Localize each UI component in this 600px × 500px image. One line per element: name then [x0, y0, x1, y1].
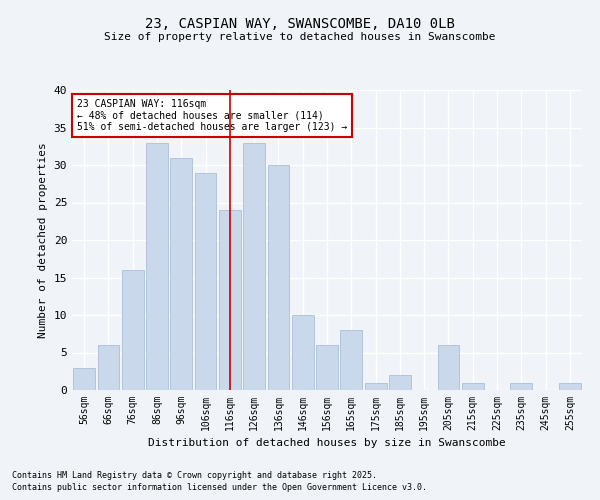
Bar — [511, 382, 532, 390]
Text: 23, CASPIAN WAY, SWANSCOMBE, DA10 0LB: 23, CASPIAN WAY, SWANSCOMBE, DA10 0LB — [145, 18, 455, 32]
Bar — [268, 165, 289, 390]
Text: 23 CASPIAN WAY: 116sqm
← 48% of detached houses are smaller (114)
51% of semi-de: 23 CASPIAN WAY: 116sqm ← 48% of detached… — [77, 99, 347, 132]
Bar — [437, 345, 460, 390]
X-axis label: Distribution of detached houses by size in Swanscombe: Distribution of detached houses by size … — [148, 438, 506, 448]
Bar — [97, 345, 119, 390]
Bar — [389, 375, 411, 390]
Bar — [73, 368, 95, 390]
Y-axis label: Number of detached properties: Number of detached properties — [38, 142, 48, 338]
Bar — [462, 382, 484, 390]
Text: Size of property relative to detached houses in Swanscombe: Size of property relative to detached ho… — [104, 32, 496, 42]
Bar — [170, 158, 192, 390]
Text: Contains public sector information licensed under the Open Government Licence v3: Contains public sector information licen… — [12, 483, 427, 492]
Bar — [122, 270, 143, 390]
Bar — [316, 345, 338, 390]
Bar — [365, 382, 386, 390]
Text: Contains HM Land Registry data © Crown copyright and database right 2025.: Contains HM Land Registry data © Crown c… — [12, 470, 377, 480]
Bar — [243, 142, 265, 390]
Bar — [340, 330, 362, 390]
Bar — [146, 142, 168, 390]
Bar — [219, 210, 241, 390]
Bar — [194, 172, 217, 390]
Bar — [292, 315, 314, 390]
Bar — [559, 382, 581, 390]
